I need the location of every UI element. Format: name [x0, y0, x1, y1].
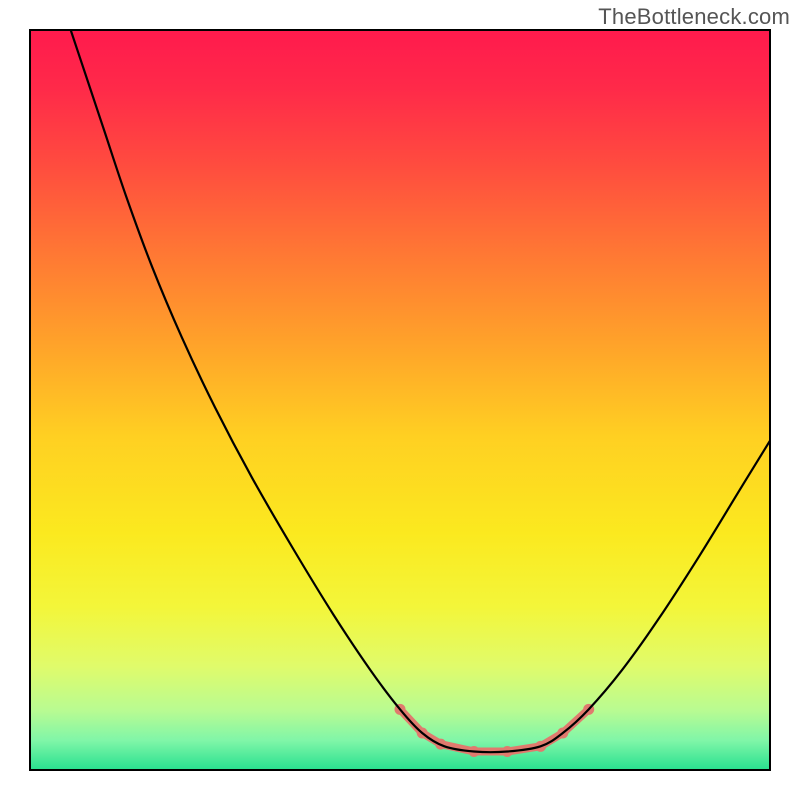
bottleneck-curve-chart [0, 0, 800, 800]
chart-stage: TheBottleneck.com [0, 0, 800, 800]
gradient-background [30, 30, 770, 770]
